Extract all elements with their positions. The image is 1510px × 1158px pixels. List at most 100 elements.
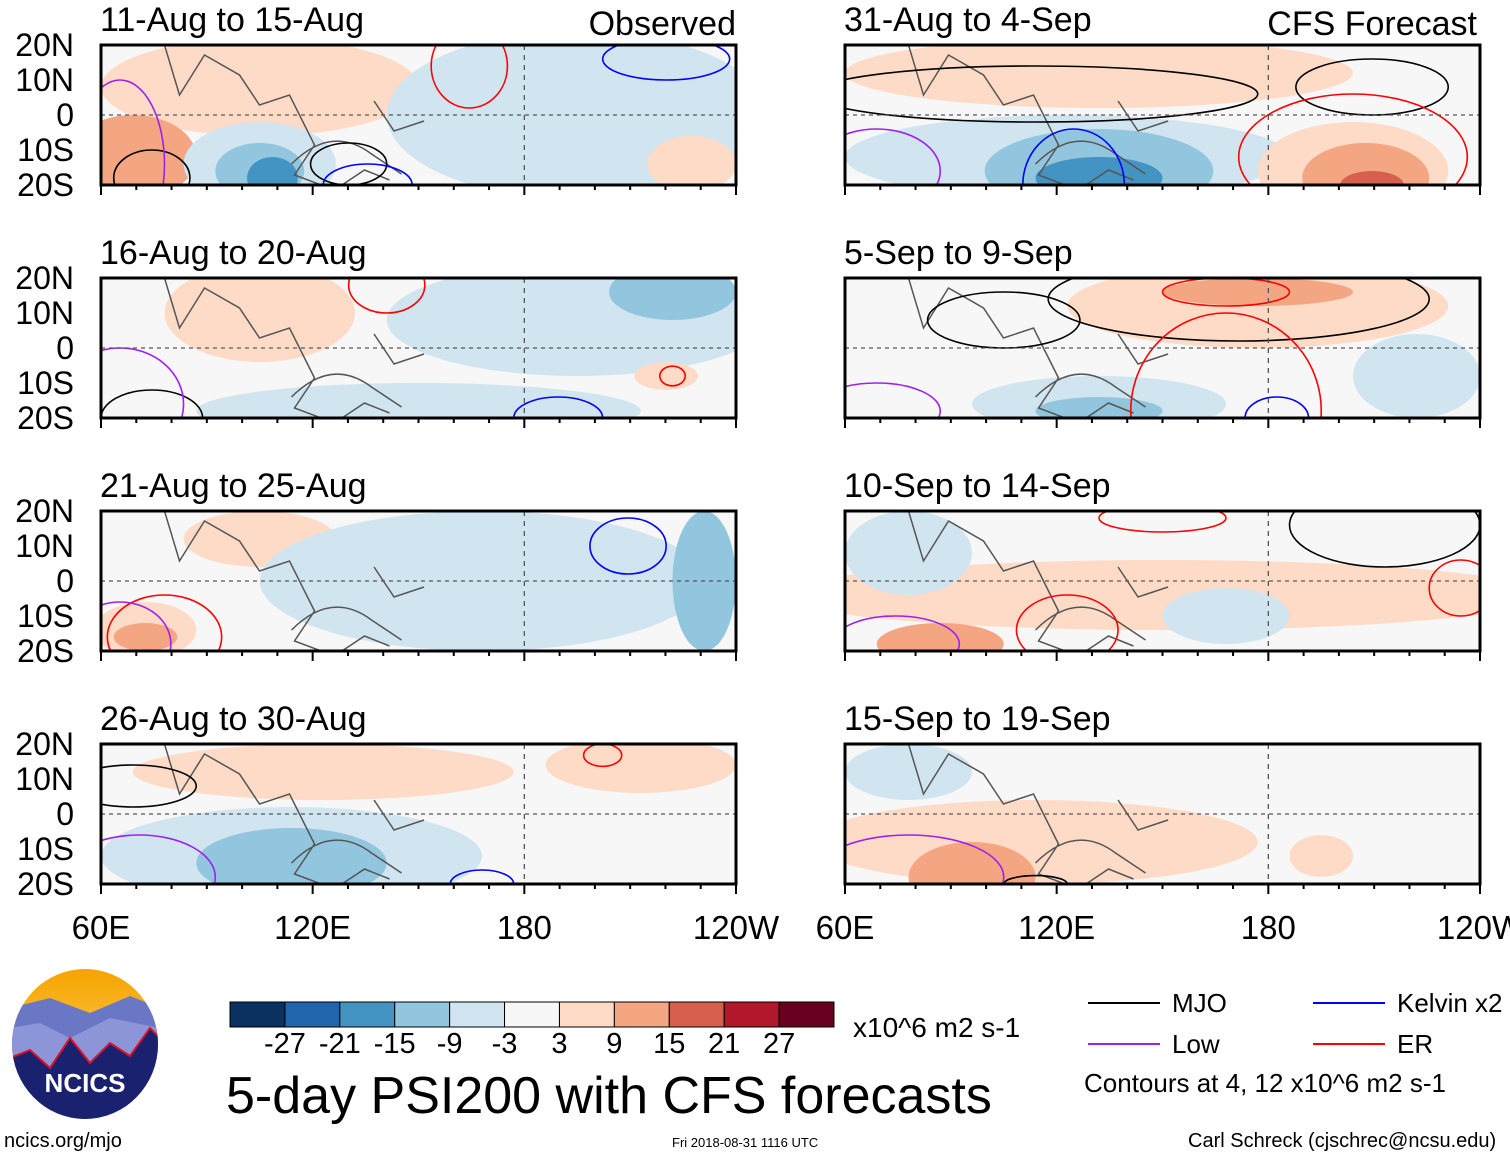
wave-contour [101,601,172,651]
psi-anomaly-shading [1162,588,1290,644]
y-tick-label: 0 [56,563,74,599]
psi-anomaly-shading [113,623,178,651]
psi-anomaly-shading [196,828,387,884]
psi-anomaly-shading [1067,278,1449,348]
coastline [163,45,425,185]
y-tick-label: 0 [56,330,74,366]
wave-contour [101,79,166,185]
psi-anomaly-shading [845,744,972,800]
colorbar-label: 9 [606,1028,623,1060]
psi-anomaly-shading [1289,835,1353,877]
column-label: CFS Forecast [1267,5,1477,43]
y-tick-label: 10N [15,528,74,564]
colorbar-swatch [504,1001,560,1028]
panel-title: 10-Sep to 14-Sep [844,467,1111,505]
wave-contour [1428,559,1480,617]
y-tick-label: 20S [17,633,74,669]
wave-contour [845,834,1005,884]
panel-title: 26-Aug to 30-Aug [100,700,367,738]
wave-contour [1288,511,1480,568]
y-tick-label: 10S [17,831,74,867]
map-panel [99,43,738,195]
map-panel [843,276,1482,428]
wave-contour [101,764,198,808]
wave-contour [845,382,942,418]
psi-anomaly-shading [259,511,705,651]
map-panel [843,43,1482,195]
coastline [163,511,425,651]
psi-anomaly-shading [164,278,355,362]
psi-anomaly-shading [845,800,1258,884]
wave-contour [322,163,413,185]
panel-title: 15-Sep to 19-Sep [844,700,1111,738]
y-tick-label: 10S [17,598,74,634]
colorbar-swatch [449,1001,506,1028]
colorbar-label: -3 [491,1028,518,1060]
footer-author: Carl Schreck (cjschrec@ncsu.edu) [1188,1130,1497,1152]
colorbar-label: 15 [653,1028,686,1060]
colorbar-label: 3 [551,1028,568,1060]
colorbar-label: -9 [436,1028,463,1060]
y-tick-label: 10S [17,132,74,168]
colorbar-swatch [778,1001,835,1028]
wave-contour [512,396,604,418]
y-tick-label: 0 [56,97,74,133]
colorbar-swatch [284,1001,341,1028]
y-tick-label: 20S [17,866,74,902]
colorbar-swatch [668,1001,725,1028]
colorbar-swatch [339,1001,396,1028]
wave-contour [106,594,223,651]
wave-contour [347,278,426,314]
y-tick-label: 20N [15,726,74,762]
wave-contour [845,65,1259,123]
x-tick-label: 120E [1018,909,1096,946]
wave-contour [601,45,731,81]
psi-anomaly-shading [845,560,1480,630]
colorbar-label: -15 [373,1028,416,1060]
colorbar-swatch [613,1001,670,1028]
map-panel [99,742,738,894]
psi-anomaly-shading [634,362,698,390]
units-label: x10^6 m2 s-1 [853,1012,1021,1043]
map-panel [843,509,1482,661]
y-tick-label: 20N [15,493,74,529]
psi-anomaly-shading [1302,143,1430,185]
psi-anomaly-shading [247,157,298,185]
y-tick-label: 10N [15,761,74,797]
wave-contour [926,291,1081,349]
wave-contour [1047,278,1430,342]
psi-anomaly-shading [1162,278,1353,306]
map-panel [99,509,738,661]
wave-contour [101,389,204,418]
coastline [907,744,1169,884]
wave-contour [1244,396,1310,418]
legend-label: ER [1397,1029,1434,1059]
panel-title: 31-Aug to 4-Sep [844,1,1092,39]
psi-anomaly-shading [196,383,641,418]
psi-anomaly-shading [609,278,736,320]
y-tick-label: 20S [17,400,74,436]
colorbar-label: 27 [762,1028,796,1060]
wave-contour [1237,93,1469,185]
map-panel [843,742,1482,894]
coastline [907,278,1169,418]
wave-contour [1129,312,1323,418]
wave-contour [1015,594,1119,651]
wave-contour [449,869,515,884]
wave-contour [1161,278,1291,307]
map-panels [99,43,1482,894]
wave-contour [582,744,623,768]
colorbar [229,1001,835,1028]
x-tick-label: 180 [496,909,552,946]
column-label: Observed [588,5,736,43]
colorbar-swatch [558,1001,615,1028]
wave-contour [309,142,388,185]
ncics-logo: NCICS [12,969,158,1119]
x-tick-label: 60E [815,909,875,946]
legend-line-kelvin [1313,1002,1385,1004]
wave-contour [1295,58,1450,116]
y-tick-label: 20N [15,260,74,296]
wave-contour [1022,128,1126,185]
y-tick-label: 20N [15,27,74,63]
y-tick-label: 10N [15,295,74,331]
